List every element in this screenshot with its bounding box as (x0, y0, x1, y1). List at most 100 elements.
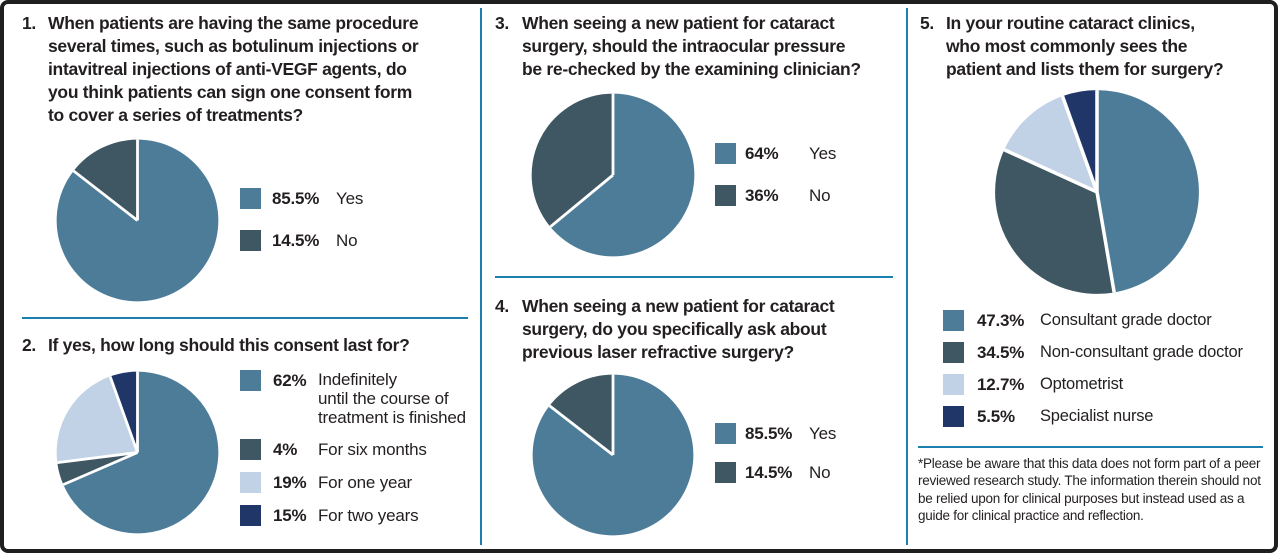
pie-chart-5 (995, 90, 1199, 294)
question-5-title: In your routine cataract clinics, who mo… (946, 12, 1224, 81)
pie-slice-separator (57, 451, 138, 465)
legend-item: 34.5% Non-consultant grade doctor (943, 342, 1243, 363)
question-1-line: you think patients can sign one consent … (48, 82, 413, 102)
pie-slice-separator (1060, 95, 1099, 193)
legend-label: Yes (809, 144, 837, 163)
question-1-number: 1. (22, 13, 36, 33)
question-1-line: several times, such as botulinum injecti… (48, 36, 419, 56)
pie-slice-separator (548, 404, 614, 457)
legend-percent: 34.5% (977, 343, 1025, 362)
question-5-line: who most commonly sees the (946, 36, 1188, 56)
legend-item: 85.5% Yes (240, 188, 363, 209)
legend-label: Indefinitely until the course of treatme… (318, 370, 466, 427)
question-1-line: When patients are having the same proced… (48, 13, 419, 33)
legend-swatch (240, 439, 261, 460)
pie-slice-optometrist (1004, 96, 1097, 192)
legend-3: 64% Yes 36% No (715, 143, 836, 206)
legend-item: 5.5% Specialist nurse (943, 406, 1243, 427)
footnote: *Please be aware that this data does not… (918, 456, 1261, 523)
question-4-title: When seeing a new patient for cataract s… (522, 295, 835, 364)
legend-item: 12.7% Optometrist (943, 374, 1243, 395)
legend-swatch (943, 342, 964, 363)
legend-label: No (809, 463, 831, 482)
pie-chart-3 (531, 93, 695, 257)
legend-swatch (715, 462, 736, 483)
pie-slice-indefinitely-until-the-course-of-treatment-is-finished (63, 371, 219, 534)
legend-label: For two years (318, 506, 419, 525)
legend-4: 85.5% Yes 14.5% No (715, 423, 836, 483)
pie-slice-separator (62, 451, 139, 486)
pie-slice-no (531, 93, 613, 227)
legend-label: For six months (318, 440, 427, 459)
legend-percent: 4% (273, 440, 298, 459)
legend-item: 4% For six months (240, 439, 466, 460)
legend-swatch (943, 374, 964, 395)
pie-slice-separator (549, 173, 614, 228)
legend-swatch (715, 185, 736, 206)
legend-label-line: treatment is finished (318, 408, 466, 427)
legend-swatch (240, 505, 261, 526)
column-divider-2 (906, 8, 908, 545)
pie-slice-separator (108, 375, 139, 453)
legend-swatch (240, 188, 261, 209)
pie-chart-4 (532, 374, 694, 536)
question-3-number: 3. (495, 13, 509, 33)
pie-slice-separator (1003, 148, 1098, 194)
question-4-line: previous laser refractive surgery? (522, 342, 794, 362)
legend-item: 15% For two years (240, 505, 466, 526)
legend-label: Optometrist (1040, 375, 1124, 393)
question-4-line: When seeing a new patient for cataract (522, 296, 835, 316)
question-5-line: patient and lists them for surgery? (946, 59, 1224, 79)
question-5-number: 5. (920, 13, 934, 33)
pie-slice-no (73, 139, 138, 221)
legend-label: Yes (336, 189, 364, 208)
question-1-line: to cover a series of treatments? (48, 105, 303, 125)
legend-label: No (336, 231, 358, 250)
legend-swatch (715, 143, 736, 164)
pie-chart-1 (56, 139, 219, 302)
section-divider-q3-q4 (495, 276, 893, 278)
legend-swatch (943, 406, 964, 427)
legend-label: Consultant grade doctor (1040, 311, 1212, 329)
question-3-line: be re-checked by the examining clinician… (522, 59, 861, 79)
legend-item: 14.5% No (240, 230, 363, 251)
legend-percent: 62% (273, 371, 307, 390)
legend-percent: 5.5% (977, 407, 1015, 426)
legend-label-line: until the course of (318, 389, 449, 408)
legend-percent: 12.7% (977, 375, 1025, 394)
legend-5: 47.3% Consultant grade doctor 34.5% Non-… (943, 310, 1243, 427)
legend-percent: 36% (745, 186, 779, 205)
question-3-line: surgery, should the intraocular pressure (522, 36, 846, 56)
legend-item: 85.5% Yes (715, 423, 836, 444)
legend-percent: 85.5% (745, 424, 793, 443)
legend-item: 47.3% Consultant grade doctor (943, 310, 1243, 331)
legend-label: For one year (318, 473, 412, 492)
legend-swatch (240, 370, 261, 391)
legend-swatch (240, 472, 261, 493)
pie-slice-consultant-grade-doctor (1097, 90, 1199, 293)
legend-percent: 64% (745, 144, 779, 163)
legend-percent: 15% (273, 506, 307, 525)
legend-swatch (240, 230, 261, 251)
legend-label: Yes (809, 424, 837, 443)
question-2-line: If yes, how long should this consent las… (48, 335, 410, 355)
question-5-line: In your routine cataract clinics, (946, 13, 1195, 33)
legend-swatch (715, 423, 736, 444)
pie-chart-2 (56, 371, 219, 534)
question-2-title: If yes, how long should this consent las… (48, 334, 410, 357)
question-2-number: 2. (22, 335, 36, 355)
legend-item: 36% No (715, 185, 836, 206)
question-4-line: surgery, do you specifically ask about (522, 319, 827, 339)
footnote-divider (918, 446, 1263, 448)
pie-slice-no (549, 374, 613, 455)
question-3-line: When seeing a new patient for cataract (522, 13, 835, 33)
question-4-number: 4. (495, 296, 509, 316)
legend-label: No (809, 186, 831, 205)
legend-percent: 85.5% (272, 189, 320, 208)
legend-percent: 14.5% (272, 231, 320, 250)
pie-slice-separator (72, 169, 139, 222)
pie-slice-separator (1095, 191, 1116, 293)
legend-2: 62% Indefinitely until the course of tre… (240, 370, 466, 526)
legend-1: 85.5% Yes 14.5% No (240, 188, 363, 251)
